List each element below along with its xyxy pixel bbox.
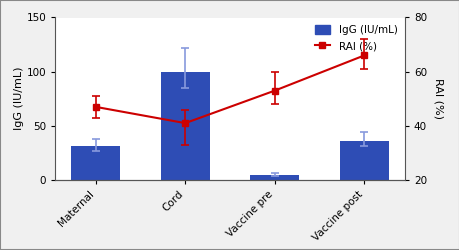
Bar	[339, 141, 388, 180]
Bar	[250, 174, 299, 180]
Y-axis label: RAI (%): RAI (%)	[433, 78, 442, 119]
Bar	[71, 146, 120, 180]
Legend: IgG (IU/mL), RAI (%): IgG (IU/mL), RAI (%)	[312, 23, 399, 54]
Y-axis label: IgG (IU/mL): IgG (IU/mL)	[14, 67, 23, 130]
Bar	[160, 72, 209, 180]
